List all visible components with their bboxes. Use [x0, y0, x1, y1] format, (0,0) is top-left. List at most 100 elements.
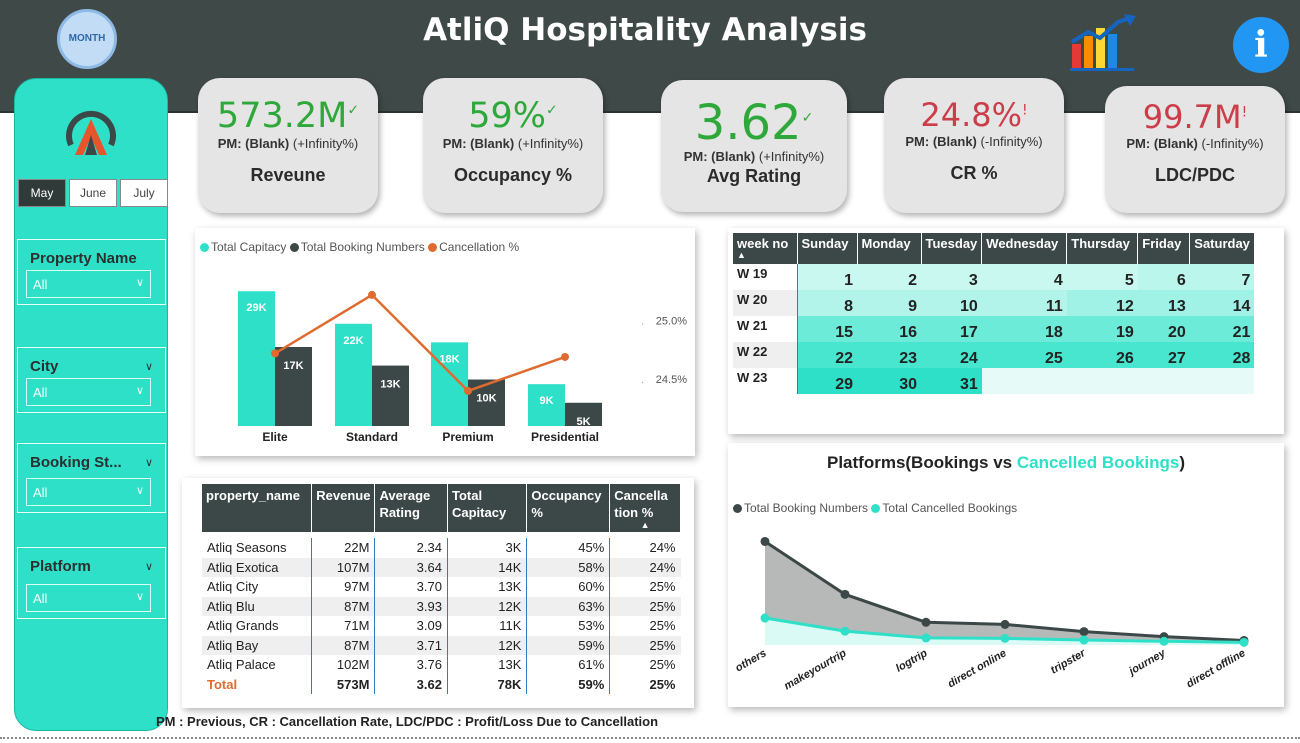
table-row[interactable]: Atliq Seasons 22M 2.34 3K 45% 24% — [202, 538, 681, 558]
calendar-day-cell[interactable] — [1189, 368, 1255, 394]
bookings-point-tripster[interactable] — [1079, 627, 1089, 637]
table-row[interactable]: Atliq Exotica 107M 3.64 14K 58% 24% — [202, 557, 681, 577]
calendar-day-cell[interactable]: 3 — [921, 264, 982, 290]
calendar-header-tuesday[interactable]: Tuesday — [921, 233, 983, 264]
calendar-day-cell[interactable]: 25 — [981, 342, 1067, 368]
calendar-day-cell[interactable]: 8 — [797, 290, 857, 316]
bar-capacity-presidential[interactable] — [528, 384, 565, 426]
calendar-header-monday[interactable]: Monday — [857, 233, 922, 264]
legend-item-cancelled[interactable]: Total Cancelled Bookings — [871, 501, 1017, 515]
calendar-day-cell[interactable]: 5 — [1066, 264, 1138, 290]
table-row[interactable]: Atliq Palace 102M 3.76 13K 61% 25% — [202, 655, 681, 675]
cancellation-point-elite[interactable] — [271, 349, 279, 358]
cancellation-point-standard[interactable] — [368, 290, 376, 299]
info-icon[interactable]: i — [1233, 17, 1289, 73]
table-row[interactable]: Atliq Grands 71M 3.09 11K 53% 25% — [202, 616, 681, 636]
calendar-day-cell[interactable]: 26 — [1066, 342, 1138, 368]
calendar-day-cell[interactable]: 31 — [921, 368, 982, 394]
slicer-dropdown[interactable]: All ∨ — [26, 270, 151, 298]
legend-item-bookings[interactable]: Total Booking Numbers — [733, 501, 868, 515]
chevron-down-icon[interactable]: ∨ — [144, 457, 153, 469]
cancelled-point-others[interactable] — [760, 613, 770, 623]
cancelled-point-logtrip[interactable] — [921, 633, 931, 643]
calendar-day-cell[interactable]: 27 — [1137, 342, 1190, 368]
calendar-day-cell[interactable]: 28 — [1189, 342, 1255, 368]
bookings-point-others[interactable] — [760, 536, 770, 546]
calendar-header-week-no[interactable]: week no ▲ — [733, 233, 798, 264]
calendar-day-cell[interactable]: 20 — [1137, 316, 1190, 342]
bar-bookings-presidential[interactable] — [565, 402, 602, 426]
bar-bookings-standard[interactable] — [372, 365, 409, 426]
slicer-dropdown[interactable]: All ∨ — [26, 378, 151, 406]
table-row[interactable]: Atliq Blu 87M 3.93 12K 63% 25% — [202, 596, 681, 616]
calendar-day-cell[interactable]: 2 — [857, 264, 921, 290]
bar-capacity-standard[interactable] — [335, 323, 372, 426]
month-button-june[interactable]: June — [69, 179, 117, 207]
cancelled-point-tripster[interactable] — [1079, 635, 1089, 645]
cancelled-point-journey[interactable] — [1159, 636, 1169, 646]
legend-item-cancellation[interactable]: Cancellation % — [428, 240, 519, 254]
slicer-dropdown[interactable]: All ∨ — [26, 584, 151, 612]
kpi-card-occupancy[interactable]: 59%✓ PM: (Blank) (+Infinity%) Occupancy % — [423, 78, 603, 213]
slicer-dropdown[interactable]: All ∨ — [26, 478, 151, 506]
calendar-header-wednesday[interactable]: Wednesday — [981, 233, 1068, 264]
chevron-down-icon[interactable]: ∨ — [144, 361, 153, 373]
kpi-card-reveune[interactable]: 573.2M✓ PM: (Blank) (+Infinity%) Reveune — [198, 78, 378, 213]
month-icon[interactable]: MONTH — [57, 9, 117, 69]
sort-ascending-icon[interactable]: ▲ — [737, 250, 746, 260]
calendar-day-cell[interactable]: 17 — [921, 316, 982, 342]
calendar-day-cell[interactable]: 6 — [1137, 264, 1190, 290]
legend-item-capacity[interactable]: Total Capitacy — [200, 240, 286, 254]
column-header-revenue[interactable]: Revenue — [311, 484, 376, 532]
kpi-card-ldc-pdc[interactable]: 99.7M! PM: (Blank) (-Infinity%) LDC/PDC — [1105, 86, 1285, 213]
cancelled-point-direct-online[interactable] — [1000, 633, 1010, 643]
calendar-day-cell[interactable]: 19 — [1066, 316, 1138, 342]
kpi-card-avg-rating[interactable]: 3.62✓ PM: (Blank) (+Infinity%) Avg Rating — [661, 80, 847, 212]
table-row[interactable]: Atliq Bay 87M 3.71 12K 59% 25% — [202, 635, 681, 655]
cancellation-point-presidential[interactable] — [561, 352, 569, 361]
calendar-day-cell[interactable]: 23 — [857, 342, 921, 368]
bar-bookings-premium[interactable] — [468, 379, 505, 426]
column-header-occupancy[interactable]: Occupancy % — [526, 484, 611, 532]
calendar-day-cell[interactable]: 24 — [921, 342, 982, 368]
calendar-day-cell[interactable]: 21 — [1189, 316, 1255, 342]
calendar-day-cell[interactable]: 7 — [1189, 264, 1255, 290]
calendar-header-sunday[interactable]: Sunday — [797, 233, 858, 264]
month-button-july[interactable]: July — [120, 179, 168, 207]
calendar-day-cell[interactable]: 18 — [981, 316, 1067, 342]
calendar-day-cell[interactable]: 4 — [981, 264, 1067, 290]
calendar-day-cell[interactable]: 13 — [1137, 290, 1190, 316]
calendar-day-cell[interactable]: 12 — [1066, 290, 1138, 316]
column-header-cancella-tion[interactable]: Cancella tion % ▲ — [609, 484, 681, 532]
calendar-day-cell[interactable]: 30 — [857, 368, 921, 394]
bookings-point-direct-online[interactable] — [1000, 619, 1010, 629]
calendar-header-friday[interactable]: Friday — [1137, 233, 1191, 264]
column-header-property-name[interactable]: property_name — [202, 484, 313, 532]
bar-bookings-elite[interactable] — [275, 347, 312, 426]
bookings-point-logtrip[interactable] — [921, 617, 931, 627]
calendar-day-cell[interactable] — [1066, 368, 1138, 394]
column-header-total-capitacy[interactable]: Total Capitacy — [447, 484, 528, 532]
calendar-day-cell[interactable]: 11 — [981, 290, 1067, 316]
calendar-day-cell[interactable] — [1137, 368, 1190, 394]
calendar-day-cell[interactable] — [981, 368, 1067, 394]
cancelled-point-direct-offline[interactable] — [1239, 637, 1249, 647]
bookings-point-makeyourtrip[interactable] — [840, 589, 850, 599]
calendar-day-cell[interactable]: 1 — [797, 264, 857, 290]
chevron-down-icon[interactable]: ∨ — [144, 561, 153, 573]
calendar-day-cell[interactable]: 15 — [797, 316, 857, 342]
bar-capacity-elite[interactable] — [238, 291, 275, 426]
kpi-card-cr[interactable]: 24.8%! PM: (Blank) (-Infinity%) CR % — [884, 78, 1064, 213]
calendar-header-thursday[interactable]: Thursday — [1066, 233, 1139, 264]
calendar-day-cell[interactable]: 16 — [857, 316, 921, 342]
cancelled-point-makeyourtrip[interactable] — [840, 626, 850, 636]
column-header-average-rating[interactable]: Average Rating — [374, 484, 448, 532]
cancellation-point-premium[interactable] — [464, 386, 472, 395]
calendar-day-cell[interactable]: 9 — [857, 290, 921, 316]
sort-descending-icon[interactable]: ▲ — [640, 520, 650, 530]
calendar-day-cell[interactable]: 29 — [797, 368, 857, 394]
calendar-day-cell[interactable]: 22 — [797, 342, 857, 368]
table-row[interactable]: Atliq City 97M 3.70 13K 60% 25% — [202, 577, 681, 597]
calendar-day-cell[interactable]: 14 — [1189, 290, 1255, 316]
legend-item-bookings[interactable]: Total Booking Numbers — [289, 240, 425, 254]
